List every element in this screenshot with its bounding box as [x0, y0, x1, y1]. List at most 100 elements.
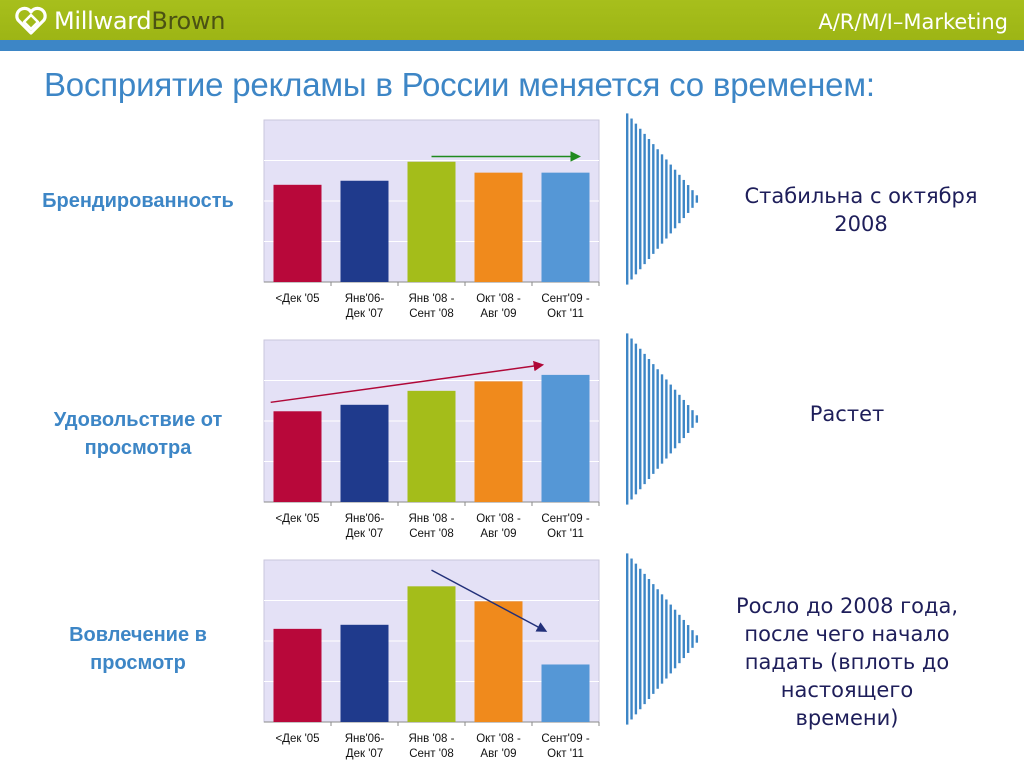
chevron-stripe: [695, 415, 699, 423]
chevron-stripe: [647, 358, 651, 480]
x-tick-label: <Дек '05: [275, 293, 319, 305]
x-tick-label: Авг '09: [480, 528, 516, 540]
chevron-stripe: [695, 635, 699, 643]
chevron-stripe: [660, 154, 664, 244]
chevron-stripe: [691, 410, 694, 428]
x-tick-label: Сент '08: [409, 528, 454, 540]
bar: [340, 624, 389, 722]
bar: [474, 601, 523, 722]
x-tick-label: Янв '08 -: [409, 513, 455, 525]
chevron-stripe: [686, 185, 690, 213]
bar: [273, 184, 322, 282]
x-tick-label: Окт '08 -: [476, 733, 521, 745]
chevron-stripe: [634, 563, 638, 715]
chevron-stripe: [691, 190, 694, 208]
comment-line: 2008: [834, 212, 888, 236]
x-tick-label: Дек '07: [346, 308, 383, 320]
chevron-stripe: [656, 149, 659, 249]
trend-arrow: [431, 569, 548, 632]
bar: [273, 411, 322, 502]
comment-involvement: Росло до 2008 года, после чего начало па…: [716, 592, 978, 732]
chevron-stripe: [643, 133, 646, 265]
x-tick-label: Сент'09 -: [541, 513, 590, 525]
chevron-stripe: [656, 369, 659, 469]
row-label-line: просмотр: [90, 652, 186, 674]
x-tick-label: Дек '07: [346, 748, 383, 760]
header-bar: [0, 0, 1024, 40]
comment-branding: Стабильна с октября 2008: [716, 182, 1006, 238]
bar: [541, 664, 590, 722]
heart-logo-icon: [15, 6, 47, 35]
comment-line: Росло до 2008 года,: [735, 594, 959, 618]
comment-line: настоящего: [780, 678, 914, 702]
chevron-stripe: [691, 630, 694, 648]
row-label-line: просмотра: [84, 437, 192, 459]
chevron-stripe: [660, 374, 664, 464]
chevron-stripe: [678, 174, 681, 224]
chevron-stripe: [647, 578, 651, 700]
x-tick-label: Янв'06-: [345, 293, 385, 305]
chevron-stripe: [639, 568, 642, 710]
chevron-stripe: [686, 405, 690, 433]
chevron-stripe: [626, 333, 629, 505]
chevron-stripe: [673, 169, 677, 229]
x-tick-label: Янв '08 -: [409, 293, 455, 305]
logo-text: MillwardBrown: [54, 7, 225, 35]
x-tick-label: Дек '07: [346, 528, 383, 540]
bar: [541, 172, 590, 282]
row-label-line: Удовольствие от: [53, 409, 223, 431]
chevron-stripe: [665, 599, 668, 679]
comment-line: Растет: [809, 402, 885, 426]
bar: [273, 628, 322, 722]
header-stripe: [0, 40, 1024, 51]
x-tick-label: Окт '11: [547, 528, 584, 540]
bar: [407, 161, 456, 282]
chevron-stripe: [656, 589, 659, 689]
bar: [541, 374, 590, 502]
chevron-stripe: [669, 384, 672, 454]
chevron-stripe: [673, 389, 677, 449]
bar: [340, 180, 389, 282]
chevron-stripe: [634, 123, 638, 275]
bar: [474, 172, 523, 282]
row-label-branding: Брендированность: [10, 187, 266, 215]
row-label-involvement: Вовлечение в просмотр: [10, 621, 266, 677]
x-tick-label: Сент'09 -: [541, 733, 590, 745]
x-tick-label: Сент '08: [409, 748, 454, 760]
chevron-stripe: [652, 144, 655, 254]
chevron-stripe: [630, 338, 633, 500]
logo-text-part2: Brown: [151, 7, 226, 35]
chevron-stripe: [643, 353, 646, 485]
chevron-arrow-icon: [626, 113, 699, 285]
chevron-stripe: [626, 113, 629, 285]
chevron-stripe: [695, 195, 699, 203]
x-tick-label: Янв '08 -: [409, 733, 455, 745]
trend-arrow: [270, 360, 545, 404]
chevron-stripe: [678, 614, 681, 664]
chevron-stripe: [682, 619, 685, 659]
chevron-arrow-icon: [626, 333, 699, 505]
x-tick-label: Окт '08 -: [476, 293, 521, 305]
agency-name: A/R/M/I–Marketing: [818, 10, 1008, 34]
chevron-stripe: [639, 348, 642, 490]
chevron-stripe: [682, 179, 685, 219]
x-tick-label: Авг '09: [480, 748, 516, 760]
bar: [340, 404, 389, 502]
x-tick-label: Сент '08: [409, 308, 454, 320]
millward-brown-logo: MillwardBrown: [14, 6, 225, 35]
x-tick-label: Янв'06-: [345, 733, 385, 745]
chart-involvement: <Дек '05 Янв'06- Дек '07 Янв '08 - Сент '08 О…: [263, 559, 600, 760]
chevron-stripe: [639, 128, 642, 270]
x-tick-label: <Дек '05: [275, 513, 319, 525]
x-tick-label: Янв'06-: [345, 513, 385, 525]
chevron-stripe: [643, 573, 646, 705]
comment-line: после чего начало: [744, 622, 950, 646]
comment-line: падать (вплоть до: [744, 650, 950, 674]
bar: [474, 381, 523, 502]
x-tick-label: Окт '11: [547, 308, 584, 320]
chart-branding: <Дек '05 Янв'06- Дек '07 Янв '08 - Сент '08 О…: [263, 119, 600, 320]
x-tick-label: Сент'09 -: [541, 293, 590, 305]
comment-line: времени): [795, 706, 899, 730]
row-label-line: Брендированность: [42, 190, 234, 212]
chevron-stripe: [686, 625, 690, 653]
